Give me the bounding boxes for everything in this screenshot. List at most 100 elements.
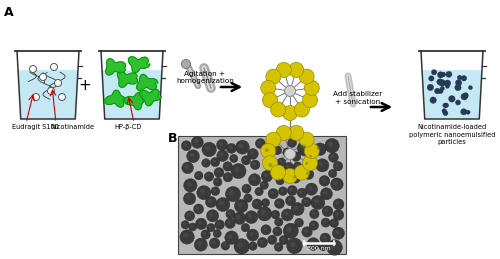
- Circle shape: [456, 80, 462, 86]
- Circle shape: [226, 186, 240, 202]
- Circle shape: [311, 196, 325, 210]
- Circle shape: [266, 69, 281, 84]
- Circle shape: [214, 168, 224, 177]
- Circle shape: [211, 187, 220, 196]
- Circle shape: [58, 93, 66, 100]
- Circle shape: [316, 146, 321, 150]
- Polygon shape: [128, 57, 150, 73]
- Circle shape: [310, 209, 319, 219]
- Circle shape: [288, 62, 304, 77]
- Circle shape: [312, 223, 314, 226]
- Circle shape: [330, 178, 343, 191]
- Circle shape: [322, 235, 326, 239]
- Circle shape: [225, 164, 228, 167]
- Text: Add stabilizer
+ sonication: Add stabilizer + sonication: [334, 91, 382, 104]
- Circle shape: [228, 212, 231, 215]
- Circle shape: [448, 96, 455, 102]
- Circle shape: [260, 143, 276, 158]
- Circle shape: [302, 227, 312, 237]
- Circle shape: [248, 242, 257, 250]
- Circle shape: [438, 72, 444, 78]
- Text: B: B: [168, 132, 177, 145]
- Circle shape: [196, 185, 211, 200]
- Circle shape: [312, 211, 315, 215]
- Circle shape: [288, 138, 296, 147]
- Circle shape: [183, 233, 188, 238]
- Circle shape: [213, 229, 222, 238]
- Circle shape: [274, 243, 283, 251]
- Polygon shape: [422, 70, 482, 119]
- Circle shape: [292, 175, 296, 179]
- Circle shape: [333, 210, 344, 220]
- Circle shape: [227, 221, 231, 224]
- Circle shape: [264, 173, 268, 177]
- Circle shape: [194, 238, 207, 251]
- Circle shape: [306, 183, 318, 195]
- Circle shape: [325, 138, 340, 153]
- Circle shape: [262, 93, 278, 108]
- Circle shape: [268, 235, 277, 244]
- Circle shape: [215, 220, 224, 229]
- Circle shape: [242, 156, 250, 165]
- Circle shape: [262, 146, 274, 157]
- Circle shape: [196, 218, 207, 229]
- Circle shape: [256, 189, 260, 192]
- Circle shape: [336, 163, 338, 167]
- Circle shape: [228, 146, 232, 149]
- Circle shape: [275, 229, 278, 232]
- Circle shape: [330, 243, 336, 249]
- Circle shape: [336, 201, 340, 205]
- Circle shape: [273, 212, 276, 215]
- Circle shape: [260, 210, 266, 215]
- Circle shape: [307, 238, 320, 250]
- Circle shape: [180, 230, 194, 244]
- Circle shape: [292, 152, 301, 161]
- Circle shape: [210, 212, 214, 217]
- Circle shape: [276, 220, 280, 223]
- Circle shape: [205, 146, 210, 150]
- Circle shape: [437, 79, 443, 85]
- Circle shape: [328, 169, 337, 178]
- Text: HP-β-CD: HP-β-CD: [114, 124, 141, 130]
- Circle shape: [238, 202, 242, 207]
- Circle shape: [290, 140, 292, 143]
- Circle shape: [428, 76, 434, 81]
- Circle shape: [296, 220, 300, 223]
- Circle shape: [248, 214, 252, 218]
- Circle shape: [265, 148, 269, 152]
- Circle shape: [278, 158, 286, 167]
- Circle shape: [274, 199, 284, 208]
- Circle shape: [279, 160, 282, 163]
- Text: Agitation +
homogenization: Agitation + homogenization: [176, 71, 234, 84]
- Circle shape: [443, 103, 448, 108]
- Circle shape: [327, 240, 342, 255]
- Circle shape: [40, 74, 46, 81]
- Circle shape: [197, 241, 202, 246]
- Circle shape: [214, 178, 222, 186]
- Circle shape: [226, 175, 228, 178]
- Circle shape: [279, 235, 288, 244]
- Circle shape: [206, 174, 210, 177]
- Circle shape: [184, 179, 197, 192]
- Circle shape: [334, 181, 338, 185]
- Circle shape: [250, 160, 260, 170]
- Text: Eudragit S100: Eudragit S100: [12, 124, 59, 130]
- Circle shape: [186, 150, 200, 163]
- Circle shape: [252, 162, 256, 166]
- Circle shape: [443, 111, 448, 116]
- Circle shape: [220, 153, 224, 157]
- Circle shape: [261, 225, 271, 235]
- Circle shape: [441, 72, 446, 77]
- Circle shape: [322, 178, 326, 182]
- Circle shape: [201, 230, 210, 239]
- Circle shape: [200, 189, 205, 194]
- Circle shape: [270, 102, 285, 117]
- Circle shape: [319, 162, 324, 166]
- Circle shape: [258, 238, 268, 248]
- Circle shape: [264, 200, 266, 203]
- Circle shape: [430, 97, 436, 103]
- Circle shape: [280, 189, 283, 192]
- Circle shape: [190, 225, 193, 228]
- Circle shape: [320, 188, 332, 200]
- Circle shape: [287, 185, 298, 196]
